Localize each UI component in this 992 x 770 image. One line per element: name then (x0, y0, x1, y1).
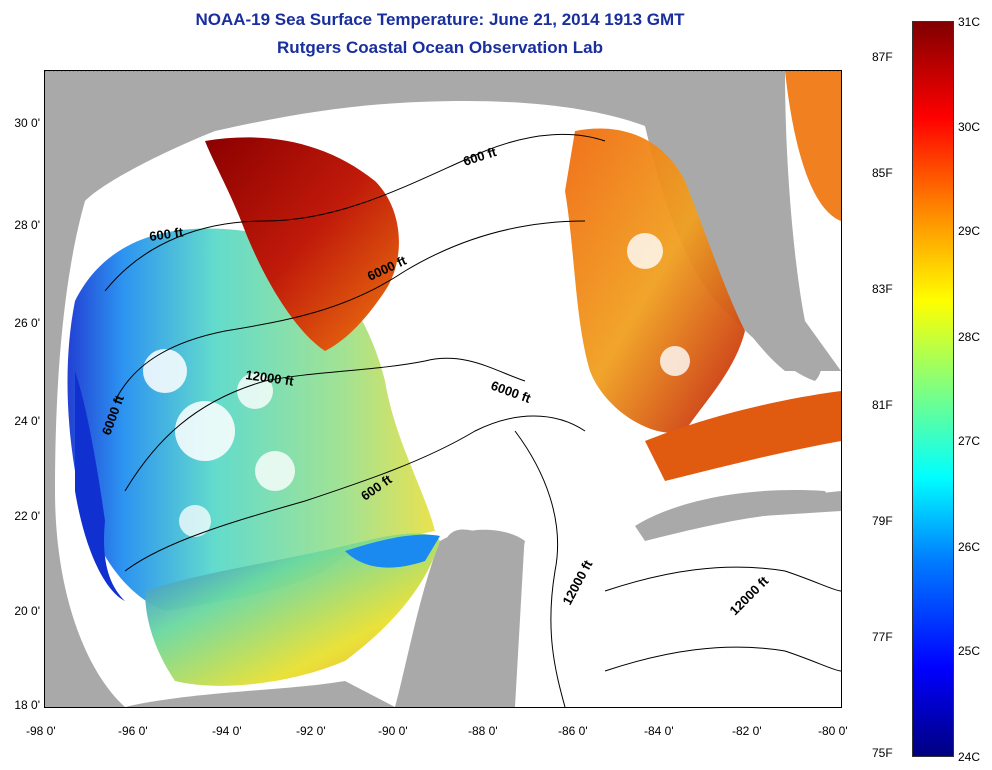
colorbar-fahrenheit-label: 83F (872, 282, 893, 296)
colorbar-fahrenheit-label: 81F (872, 398, 893, 412)
contour-label-600-nw: 600 ft (148, 224, 184, 244)
lon-label: -82 0' (732, 724, 762, 738)
colorbar-celsius-label: 29C (958, 224, 981, 238)
sst-warm-yucatan-tip (345, 534, 440, 568)
sst-north (205, 137, 399, 351)
lon-label: -84 0' (644, 724, 674, 738)
mexico-south-land (125, 681, 395, 707)
chart-subtitle: Rutgers Coastal Ocean Observation Lab (277, 38, 603, 57)
cuba-land (635, 490, 835, 541)
contour-label-12000-w: 12000 ft (245, 367, 296, 389)
lat-label: 24 0' (14, 414, 40, 428)
colorbar-celsius-label: 25C (958, 644, 981, 658)
map-canvas: 600 ft 600 ft 600 ft 6000 ft 6000 ft 600… (45, 71, 841, 707)
sst-atlantic-strip (785, 71, 841, 221)
florida-land (645, 126, 822, 381)
lat-label: 26 0' (14, 316, 40, 330)
colorbar-celsius-label: 27C (958, 434, 981, 448)
caribbean-water (515, 511, 841, 707)
sst-south (145, 533, 440, 686)
colorbar-fahrenheit-label: 79F (872, 514, 893, 528)
lat-label: 20 0' (14, 604, 40, 618)
chart-title: NOAA-19 Sea Surface Temperature: June 21… (195, 10, 685, 29)
sst-map: 600 ft 600 ft 600 ft 6000 ft 6000 ft 600… (44, 70, 842, 708)
yucatan-land (395, 529, 525, 707)
sst-florida-shelf (565, 128, 745, 433)
depth-contours (104, 133, 841, 707)
colorbar-celsius-label: 28C (958, 330, 981, 344)
sst-cold-bay (75, 371, 125, 601)
lon-label: -98 0' (26, 724, 56, 738)
lon-label: -90 0' (378, 724, 408, 738)
colorbar-fahrenheit-label: 75F (872, 746, 893, 760)
temperature-colorbar (912, 21, 954, 757)
lon-label: -86 0' (558, 724, 588, 738)
lon-label: -80 0' (818, 724, 848, 738)
lat-label: 28 0' (14, 218, 40, 232)
colorbar-fahrenheit-label: 87F (872, 50, 893, 64)
colorbar-fahrenheit-label: 85F (872, 166, 893, 180)
lon-label: -92 0' (296, 724, 326, 738)
colorbar-celsius-label: 30C (958, 120, 981, 134)
colorbar-celsius-label: 24C (958, 750, 981, 764)
lat-label: 30 0' (14, 116, 40, 130)
lon-label: -94 0' (212, 724, 242, 738)
colorbar-celsius-label: 31C (958, 15, 981, 29)
lon-label: -96 0' (118, 724, 148, 738)
lon-label: -88 0' (468, 724, 498, 738)
sst-straits (645, 391, 841, 481)
colorbar-celsius-label: 26C (958, 540, 981, 554)
lat-label: 18 0' (14, 698, 40, 712)
lat-label: 22 0' (14, 509, 40, 523)
colorbar-fahrenheit-label: 77F (872, 630, 893, 644)
